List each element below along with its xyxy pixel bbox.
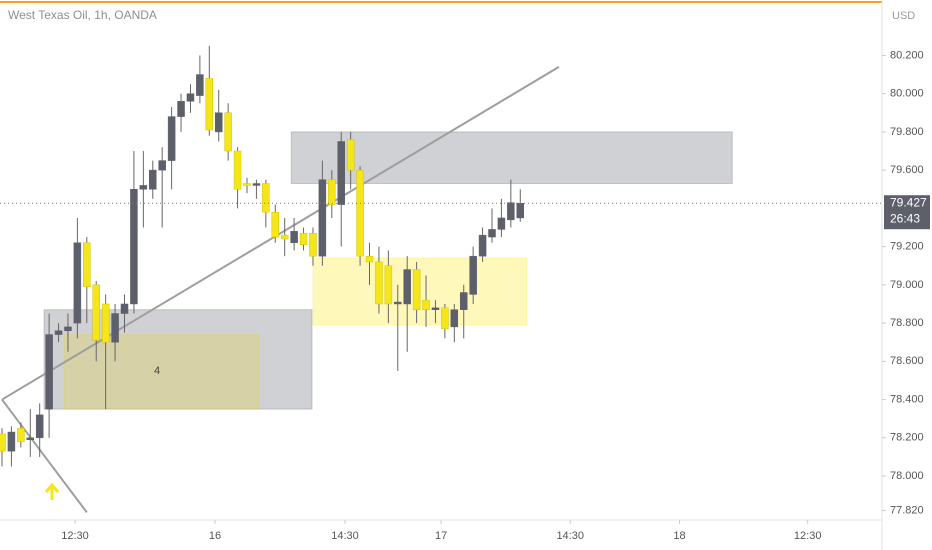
candle-body <box>139 185 148 190</box>
candle-body <box>35 414 44 439</box>
y-tick-label: 80.000 <box>890 88 924 100</box>
candle-body <box>516 202 525 219</box>
x-tick-label: 14:30 <box>556 530 584 542</box>
candle-body <box>177 101 185 117</box>
candle-body <box>149 169 157 190</box>
candle-body <box>469 255 477 295</box>
candle-body <box>0 433 6 452</box>
candle-body <box>224 112 232 152</box>
trend-line <box>1 398 88 513</box>
x-tick-label: 16 <box>209 530 221 542</box>
candle-body <box>17 427 25 442</box>
candle-body <box>290 231 298 244</box>
y-tick-label: 77.820 <box>890 504 924 516</box>
candle-body <box>26 437 35 440</box>
candle-body <box>130 189 138 305</box>
candle-body <box>280 234 289 240</box>
y-tick-label: 79.000 <box>890 279 924 291</box>
candle-body <box>214 112 223 133</box>
candle-body <box>233 150 242 190</box>
candle-body <box>205 78 214 131</box>
candle-body <box>431 307 440 310</box>
candle-body <box>309 232 317 257</box>
y-tick-label: 78.800 <box>890 317 924 329</box>
x-tick-label: 14:30 <box>331 530 359 542</box>
trend-line <box>1 66 560 401</box>
candle-body <box>186 93 195 102</box>
zone <box>43 309 313 410</box>
y-tick-label: 78.600 <box>890 355 924 367</box>
y-tick-label: 79.800 <box>890 126 924 138</box>
candle-body <box>422 299 430 310</box>
candle-body <box>45 334 53 410</box>
x-tick-label: 17 <box>435 530 447 542</box>
candle-body <box>459 292 468 310</box>
candle-body <box>337 141 345 205</box>
last-price-box <box>884 195 930 230</box>
candle-body <box>83 242 91 288</box>
candle-body <box>262 183 270 213</box>
candle-body <box>356 169 364 257</box>
x-tick-label: 18 <box>673 530 685 542</box>
candle-body <box>507 202 515 221</box>
candle-body <box>271 211 280 238</box>
y-tick-label: 78.400 <box>890 393 924 405</box>
candle-body <box>196 74 204 96</box>
countdown-label: 26:43 <box>890 211 920 225</box>
x-tick-label: 12:30 <box>61 530 89 542</box>
y-tick-label: 78.000 <box>890 470 924 482</box>
candle-body <box>375 261 383 305</box>
candle-body <box>478 234 487 257</box>
candle-body <box>54 330 63 335</box>
candle-body <box>450 309 459 328</box>
candle-body <box>328 179 336 205</box>
currency-label: USD <box>892 10 915 22</box>
last-price-label: 79.427 <box>890 195 927 209</box>
candle-body <box>92 284 100 341</box>
candle-body <box>7 431 16 452</box>
candle-body <box>318 179 327 257</box>
candle-body <box>167 116 176 161</box>
candle-body <box>441 307 449 330</box>
candle-body <box>243 183 251 186</box>
candle-body <box>412 269 421 310</box>
candle-body <box>111 313 119 343</box>
candle-body <box>120 303 129 314</box>
candle-body <box>394 301 402 305</box>
candle-body <box>488 229 496 238</box>
y-tick-label: 79.200 <box>890 241 924 253</box>
candle-body <box>346 139 355 171</box>
y-tick-label: 78.200 <box>890 432 924 444</box>
chart-title: West Texas Oil, 1h, OANDA <box>8 8 157 22</box>
candle-body <box>158 160 166 171</box>
y-tick-label: 80.200 <box>890 49 924 61</box>
y-tick-label: 79.600 <box>890 164 924 176</box>
candle-body <box>64 326 72 331</box>
candle-body <box>73 242 82 324</box>
candle-body <box>403 269 411 305</box>
x-tick-label: 12:30 <box>794 530 822 542</box>
candle-body <box>252 183 261 186</box>
candle-body <box>497 217 506 230</box>
candle-body <box>365 255 374 263</box>
candle-body <box>101 303 110 343</box>
candle-body <box>299 232 308 245</box>
annotation: 4 <box>154 365 160 377</box>
zone <box>290 131 733 185</box>
arrow-icon <box>44 482 60 500</box>
candle-body <box>384 265 393 305</box>
